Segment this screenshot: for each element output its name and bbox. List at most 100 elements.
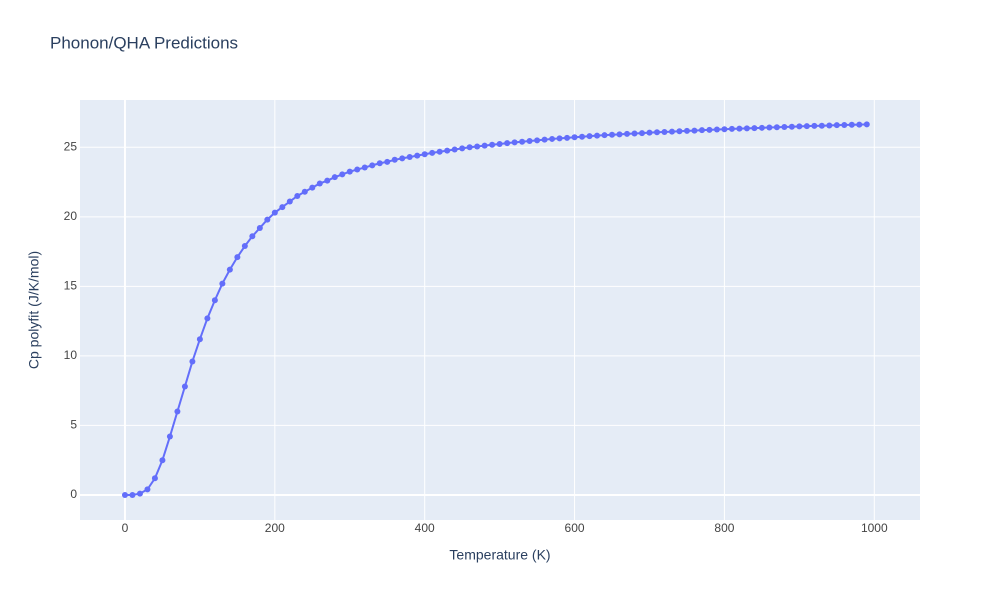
point xyxy=(331,174,338,181)
point xyxy=(459,145,466,152)
y-tick-label: 25 xyxy=(64,139,78,153)
x-tick-label: 1000 xyxy=(861,521,888,535)
point xyxy=(241,243,248,250)
point xyxy=(151,475,158,482)
point xyxy=(481,142,488,149)
point xyxy=(504,140,511,147)
point xyxy=(511,139,518,146)
point xyxy=(661,128,668,135)
point xyxy=(264,216,271,223)
point xyxy=(788,123,795,130)
point xyxy=(751,125,758,132)
point xyxy=(826,122,833,129)
line xyxy=(124,123,867,496)
point xyxy=(796,123,803,130)
point xyxy=(226,266,233,273)
point xyxy=(136,490,143,497)
point xyxy=(526,138,533,145)
point xyxy=(564,134,571,141)
point xyxy=(354,166,361,173)
point xyxy=(646,129,653,136)
marks xyxy=(121,121,870,498)
point xyxy=(736,125,743,132)
point xyxy=(609,131,616,138)
point xyxy=(369,162,376,169)
point xyxy=(181,383,188,390)
point xyxy=(616,131,623,138)
point xyxy=(444,147,451,154)
point xyxy=(301,188,308,195)
point xyxy=(346,168,353,175)
point xyxy=(728,125,735,132)
point xyxy=(414,152,421,159)
point xyxy=(653,129,660,136)
point xyxy=(451,146,458,153)
point xyxy=(781,123,788,130)
point xyxy=(743,125,750,132)
point xyxy=(421,151,428,158)
y-tick-label: 15 xyxy=(64,279,78,293)
point xyxy=(466,144,473,151)
point xyxy=(316,180,323,187)
point xyxy=(676,128,683,135)
y-axis-title: Cp polyfit (J/K/mol) xyxy=(26,251,42,369)
point xyxy=(196,336,203,343)
x-tick-label: 400 xyxy=(415,521,435,535)
point xyxy=(474,143,481,150)
y-tick-label: 20 xyxy=(64,209,78,223)
point xyxy=(339,171,346,178)
point xyxy=(556,135,563,142)
point xyxy=(811,122,818,129)
y-tick-label: 5 xyxy=(70,418,77,432)
point xyxy=(489,141,496,148)
point xyxy=(856,121,863,128)
point xyxy=(234,254,241,261)
y-tick-label: 0 xyxy=(70,487,77,501)
point xyxy=(833,122,840,129)
point xyxy=(863,121,870,128)
point xyxy=(549,135,556,142)
point xyxy=(219,280,226,287)
point xyxy=(189,358,196,365)
point xyxy=(721,126,728,133)
chart-title: Phonon/QHA Predictions xyxy=(50,33,238,52)
point xyxy=(683,127,690,134)
point xyxy=(279,204,286,211)
point xyxy=(534,137,541,144)
plot-area xyxy=(80,100,920,520)
point xyxy=(579,133,586,140)
point xyxy=(429,149,436,156)
x-tick-label: 0 xyxy=(122,521,129,535)
point xyxy=(848,121,855,128)
point xyxy=(631,130,638,137)
point xyxy=(211,297,218,304)
point xyxy=(174,408,181,415)
point xyxy=(496,140,503,147)
point xyxy=(713,126,720,133)
x-axis-title: Temperature (K) xyxy=(449,547,550,563)
point xyxy=(271,209,278,216)
x-tick-label: 200 xyxy=(265,521,285,535)
point xyxy=(758,124,765,131)
point xyxy=(773,124,780,131)
point xyxy=(286,198,293,205)
point xyxy=(624,130,631,137)
point xyxy=(571,134,578,141)
point xyxy=(436,148,443,155)
point xyxy=(803,123,810,130)
point xyxy=(391,156,398,163)
point xyxy=(166,433,173,440)
point xyxy=(376,160,383,167)
point xyxy=(129,491,136,498)
point xyxy=(406,154,413,161)
point xyxy=(294,192,301,199)
point xyxy=(324,177,331,184)
point xyxy=(594,132,601,139)
point xyxy=(144,486,151,493)
point xyxy=(361,164,368,171)
point xyxy=(519,138,526,145)
point xyxy=(249,233,256,240)
point xyxy=(204,315,211,322)
point xyxy=(766,124,773,131)
